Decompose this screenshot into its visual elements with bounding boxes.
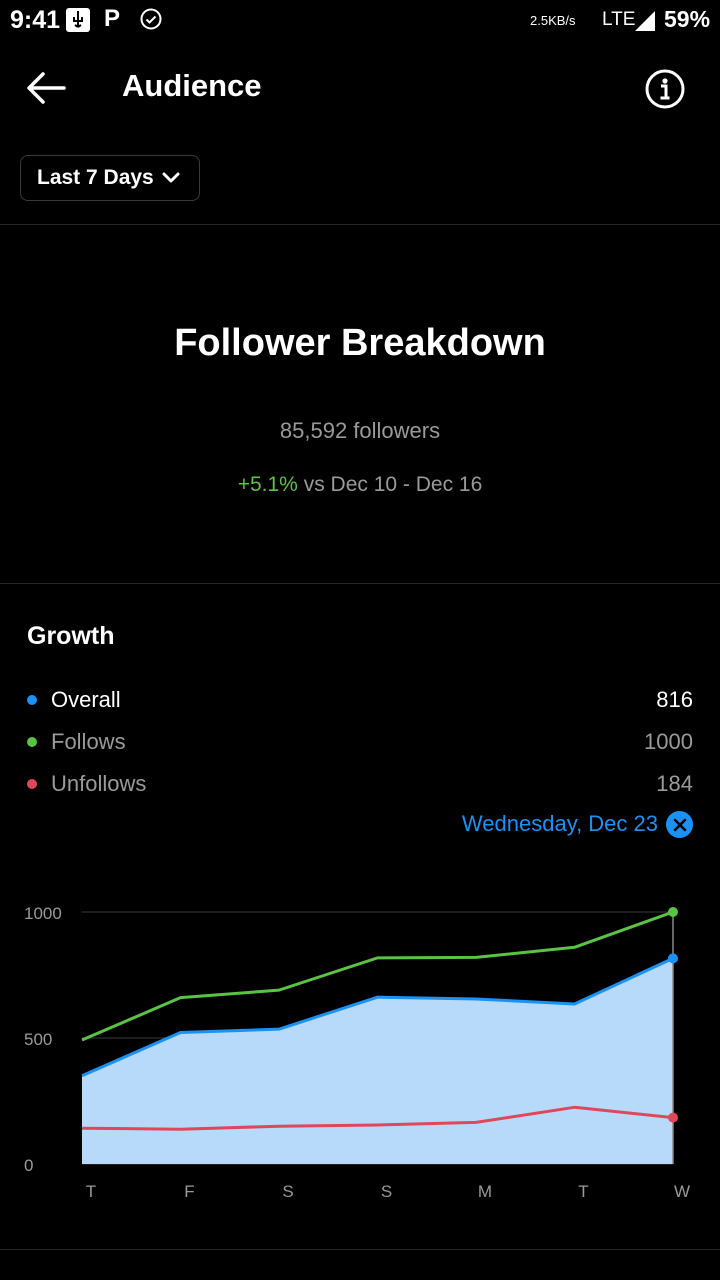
legend-dot-follows (27, 737, 37, 747)
x-tick-label: T (578, 1182, 588, 1201)
battery-level: 59% (664, 6, 711, 32)
point-follows (668, 907, 678, 917)
area-overall (82, 958, 673, 1164)
usb-icon (66, 8, 90, 32)
close-icon (673, 818, 686, 831)
line-unfollows (81, 1105, 674, 1131)
legend-row-unfollows: Unfollows 184 (27, 769, 693, 799)
clear-date-button[interactable] (666, 811, 693, 838)
growth-title: Growth (27, 622, 115, 650)
legend-label: Overall (51, 687, 121, 712)
network-speed: 2.5KB/s (530, 13, 576, 28)
p-app-icon: P (104, 5, 121, 32)
chevron-down-icon (162, 172, 180, 183)
signal-icon (634, 10, 656, 32)
info-icon[interactable] (644, 68, 686, 110)
x-tick-label: F (184, 1182, 194, 1201)
selected-date: Wednesday, Dec 23 (461, 811, 658, 836)
legend-row-follows: Follows 1000 (27, 727, 693, 757)
legend-dot-overall (27, 695, 37, 705)
status-time: 9:41 (10, 6, 61, 34)
x-tick-label: S (381, 1182, 392, 1201)
divider (0, 224, 720, 225)
y-tick-label: 1000 (24, 904, 62, 923)
legend-value: 1000 (644, 729, 693, 754)
page-title: Audience (122, 68, 262, 103)
status-bar: 9:41 P 2.5KB/s LTE 59% (0, 0, 720, 44)
comparison-range: vs Dec 10 - Dec 16 (297, 473, 483, 496)
divider (0, 583, 720, 584)
line-overall (81, 957, 674, 1078)
x-tick-label: M (478, 1182, 492, 1201)
divider (0, 1249, 720, 1250)
point-unfollows (668, 1112, 678, 1123)
legend-label: Follows (51, 729, 126, 754)
y-tick-label: 500 (24, 1030, 52, 1049)
line-follows (81, 910, 674, 1042)
y-tick-label: 0 (24, 1156, 33, 1175)
back-arrow-icon[interactable] (24, 68, 68, 108)
change-percent: +5.1% (237, 473, 298, 496)
x-tick-label: S (282, 1182, 293, 1201)
check-circle-icon (140, 8, 162, 30)
comparison-text: +5.1% vs Dec 10 - Dec 16 (0, 473, 720, 497)
network-type: LTE (602, 9, 636, 30)
growth-chart[interactable]: 0 500 1000 T F S S M T W (0, 890, 720, 1210)
followers-count: 85,592 followers (279, 418, 441, 443)
breakdown-title: Follower Breakdown (174, 322, 546, 364)
legend-value: 816 (656, 687, 693, 712)
x-tick-label: W (674, 1182, 690, 1201)
legend-label: Unfollows (51, 771, 147, 796)
period-dropdown[interactable]: Last 7 Days (20, 155, 200, 201)
legend-dot-unfollows (27, 779, 37, 789)
legend-value: 184 (656, 771, 693, 796)
legend-row-overall: Overall 816 (27, 685, 693, 715)
point-overall (668, 953, 678, 964)
x-tick-label: T (86, 1182, 96, 1201)
period-label: Last 7 Days (37, 166, 154, 189)
